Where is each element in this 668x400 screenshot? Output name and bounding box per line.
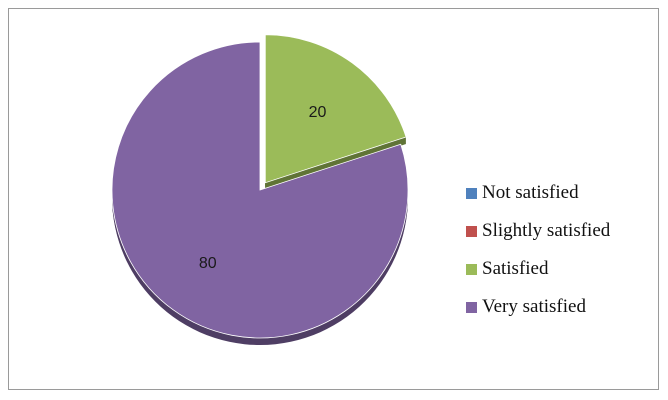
legend-item-not-satisfied: Not satisfied: [466, 174, 610, 212]
pie-slice-very-satisfied: [111, 41, 409, 339]
legend-label: Very satisfied: [482, 296, 586, 317]
data-label-satisfied: 20: [309, 104, 327, 121]
legend-label: Slightly satisfied: [482, 220, 611, 241]
legend-label: Satisfied: [482, 258, 549, 279]
legend-label: Not satisfied: [482, 182, 579, 203]
legend-item-very-satisfied: Very satisfied: [466, 288, 610, 326]
legend-swatch: [466, 301, 477, 313]
legend-item-satisfied: Satisfied: [466, 250, 610, 288]
pie-slice-satisfied: [264, 34, 407, 184]
legend-item-slightly-satisfied: Slightly satisfied: [466, 212, 610, 250]
data-label-very-satisfied: 80: [199, 255, 217, 272]
legend: Not satisfied Slightly satisfied Satisfi…: [466, 174, 610, 326]
legend-swatch: [466, 225, 477, 237]
legend-swatch: [466, 263, 477, 275]
legend-swatch: [466, 187, 477, 199]
